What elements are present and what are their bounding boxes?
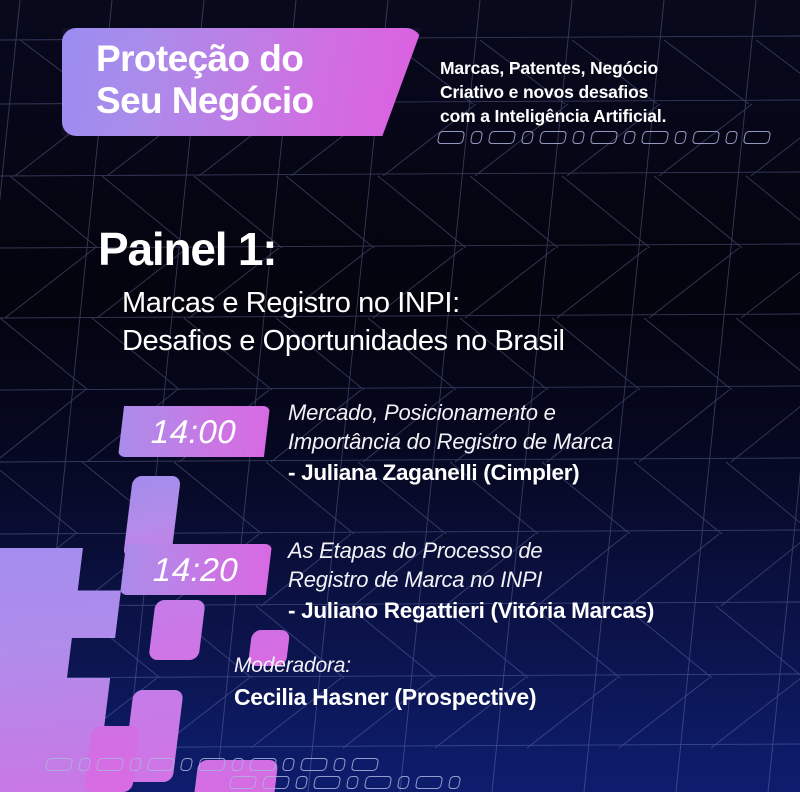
- time-badge: 14:00: [118, 406, 270, 457]
- dash-segment: [44, 758, 74, 771]
- moderator-label: Moderadora:: [234, 654, 351, 677]
- dash-divider-top: [436, 131, 772, 144]
- panel-subtitle-line-1: Marcas e Registro no INPI:: [122, 287, 460, 319]
- tagline-line-1: Marcas, Patentes, Negócio: [440, 58, 658, 78]
- dash-segment: [294, 776, 309, 789]
- dash-segment: [332, 758, 347, 771]
- dash-segment: [724, 131, 739, 144]
- topic-line-2: Registro de Marca no INPI: [288, 567, 543, 593]
- schedule-item-text: As Etapas do Processo de Registro de Mar…: [288, 536, 654, 626]
- dash-segment: [396, 776, 411, 789]
- speaker-name: - Juliana Zaganelli (Cimpler): [288, 460, 580, 486]
- topic-line-2: Importância do Registro de Marca: [288, 429, 613, 455]
- tagline-line-3: com a Inteligência Artificial.: [440, 106, 667, 127]
- dash-segment: [487, 131, 517, 144]
- topic-line-1: As Etapas do Processo de: [288, 538, 543, 563]
- dash-segment: [363, 776, 393, 789]
- dash-divider-bottom-2: [228, 776, 462, 789]
- dash-segment: [95, 758, 125, 771]
- time-badge: 14:20: [120, 544, 272, 595]
- title-banner: Proteção do Seu Negócio: [62, 28, 422, 136]
- page-title: Painel 1:: [98, 223, 278, 275]
- dash-segment: [261, 776, 291, 789]
- dash-segment: [350, 758, 380, 771]
- dash-segment: [248, 758, 278, 771]
- dash-segment: [345, 776, 360, 789]
- dash-segment: [230, 758, 245, 771]
- dash-segment: [128, 758, 143, 771]
- time-badge-label: 14:20: [152, 550, 240, 588]
- dash-segment: [414, 776, 444, 789]
- dash-segment: [469, 131, 484, 144]
- dash-segment: [312, 776, 342, 789]
- panel-subtitle-line-2: Desafios e Oportunidades no Brasil: [122, 324, 565, 357]
- dash-segment: [77, 758, 92, 771]
- tagline: Marcas, Patentes, Negócio Criativo e nov…: [440, 56, 780, 128]
- dash-segment: [538, 131, 568, 144]
- dash-segment: [640, 131, 670, 144]
- dash-divider-bottom-1: [44, 758, 380, 771]
- speaker-name: - Juliano Regattieri (Vitória Marcas): [288, 598, 655, 624]
- dash-segment: [622, 131, 637, 144]
- dash-segment: [281, 758, 296, 771]
- dash-segment: [146, 758, 176, 771]
- dash-segment: [436, 131, 466, 144]
- banner-title-line-2: Seu Negócio: [96, 80, 314, 121]
- dash-segment: [691, 131, 721, 144]
- dash-segment: [520, 131, 535, 144]
- dash-segment: [228, 776, 258, 789]
- dash-segment: [197, 758, 227, 771]
- schedule-item-text: Mercado, Posicionamento e Importância do…: [288, 398, 613, 488]
- moderator-name: Cecilia Hasner (Prospective): [234, 684, 537, 711]
- dash-segment: [447, 776, 462, 789]
- dash-segment: [742, 131, 772, 144]
- banner-title-line-1: Proteção do: [96, 37, 304, 79]
- deco-block-2: [148, 600, 206, 660]
- time-badge-label: 14:00: [150, 412, 238, 450]
- dash-segment: [673, 131, 688, 144]
- dash-segment: [299, 758, 329, 771]
- dash-segment: [589, 131, 619, 144]
- moderator-block: Moderadora: Cecilia Hasner (Prospective): [234, 652, 537, 713]
- dash-segment: [571, 131, 586, 144]
- tagline-line-2: Criativo e novos desafios: [440, 82, 649, 103]
- panel-subtitle: Marcas e Registro no INPI: Desafios e Op…: [122, 285, 565, 360]
- dash-segment: [179, 758, 194, 771]
- topic-line-1: Mercado, Posicionamento e: [288, 400, 556, 425]
